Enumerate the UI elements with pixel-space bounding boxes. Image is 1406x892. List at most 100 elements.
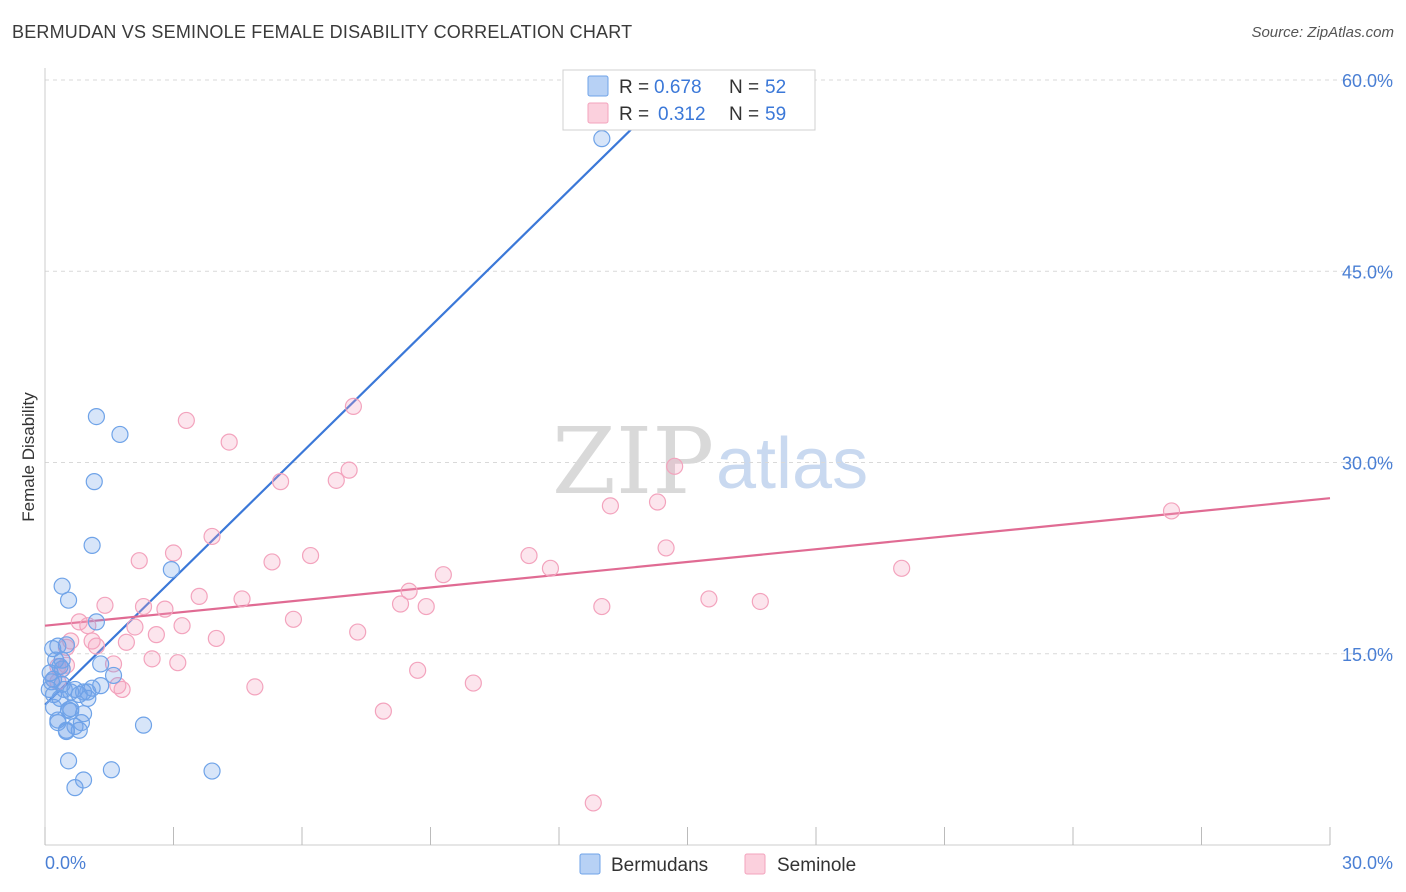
bermudans-point [74,771,93,789]
bermudans-point [53,577,71,595]
seminole-point [344,397,362,415]
axes [44,68,1331,846]
bermudans-point [74,683,93,701]
bermudans-trend-line [44,81,680,706]
seminole-point [246,678,264,696]
seminole-point [340,461,358,479]
bermudans-point [59,752,78,770]
x-tick-label: 30.0% [1342,853,1393,873]
bermudans-point [104,666,123,685]
bermudans-point [53,651,71,669]
bermudans-point [87,408,106,426]
seminole-point [173,617,191,635]
bottom-legend-swatch-bermudans [579,853,601,875]
legend-n-value-bermudans: 52 [765,77,786,98]
bermudans-point [593,130,611,148]
y-tick-label: 45.0% [1342,262,1393,282]
seminole-point [96,596,114,614]
seminole-point [284,610,303,628]
seminole-point [464,674,482,692]
bermudans-point [57,636,76,654]
seminole-point [400,582,418,600]
seminole-point [1162,502,1181,520]
seminole-point [169,654,187,672]
bottom-legend-label-seminole: Seminole [777,855,856,876]
legend-r-value-seminole: 0.312 [658,104,706,125]
seminole-point [409,661,427,679]
bermudans-point [92,655,110,673]
seminole-point [87,637,106,655]
seminole-point [190,587,208,605]
chart-source: Source: ZipAtlas.com [1251,24,1394,41]
bermudans-point [44,670,63,688]
bottom-legend-label-bermudans: Bermudans [611,855,708,876]
bermudans-point [92,677,110,695]
y-tick-labels: 15.0% 30.0% 45.0% 60.0% [1342,71,1393,665]
seminole-point [520,546,538,565]
seminole-point [601,497,620,515]
watermark-atlas: atlas [716,424,868,504]
trend-lines [44,81,1331,706]
legend-n-value-seminole: 59 [765,104,786,125]
seminole-point [666,457,684,475]
data-points [40,130,1181,812]
seminole-point [117,633,135,651]
legend-r-value-bermudans: 0.678 [654,77,702,98]
y-tick-label: 30.0% [1342,454,1393,474]
legend-swatch-seminole [587,102,609,124]
bermudans-point [57,722,76,741]
seminole-point [207,629,225,648]
seminole-point [391,595,410,613]
seminole-point [541,559,560,577]
seminole-point [203,527,221,546]
y-tick-label: 60.0% [1342,71,1393,91]
seminole-point [700,590,718,608]
y-axis-label: Female Disability [19,392,38,522]
grid-lines [45,79,1393,655]
bermudans-point [42,673,61,691]
seminole-point [130,552,148,570]
seminole-point [327,471,345,489]
legend-n-label-bermudans: N = [729,77,759,98]
watermark-zip: ZIP [552,408,714,515]
bermudans-point [59,591,78,609]
seminole-point [164,544,183,562]
seminole-point [70,613,88,631]
bermudans-point [62,699,80,718]
bermudans-point [203,762,221,780]
seminole-point [349,623,367,641]
seminole-trend-line [44,497,1331,627]
bermudans-point [134,716,153,734]
seminole-point [156,600,174,618]
bermudans-point [83,536,101,554]
chart-title: BERMUDAN VS SEMINOLE FEMALE DISABILITY C… [12,22,633,42]
seminole-point [126,618,144,636]
seminole-point [657,539,675,557]
bermudans-point [44,640,62,658]
series-legend: Bermudans Seminole [579,853,856,876]
stats-legend: R = 0.678 N = 52 R = 0.312 N = 59 [562,69,816,131]
seminole-point [434,566,452,584]
legend-n-label-seminole: N = [729,104,759,125]
legend-r-label-bermudans: R = [619,77,649,98]
bottom-legend-swatch-seminole [744,853,766,875]
seminole-point [143,650,161,668]
y-tick-label: 15.0% [1342,645,1393,665]
seminole-point [417,597,435,616]
seminole-point [648,493,667,511]
bermudans-point [85,473,103,491]
seminole-point [147,626,165,644]
seminole-point [233,590,251,608]
bermudans-point [162,560,180,579]
legend-r-label-seminole: R = [619,104,649,125]
seminole-point [113,680,131,699]
seminole-point [177,411,195,430]
legend-swatch-bermudans [587,75,609,97]
seminole-point [263,553,281,571]
x-tick-label: 0.0% [45,853,86,873]
seminole-point [751,592,769,611]
seminole-point [271,473,290,491]
seminole-point [593,597,611,616]
bermudans-point [102,761,120,779]
